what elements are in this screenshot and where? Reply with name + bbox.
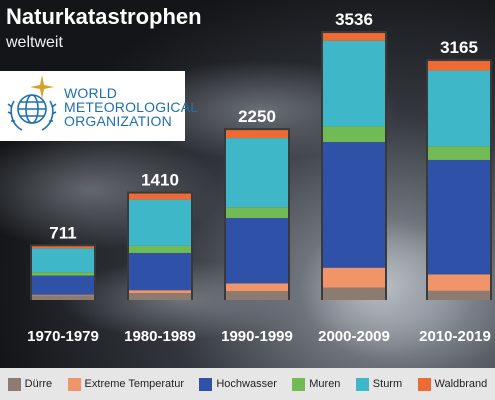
legend-label: Waldbrand	[434, 378, 488, 390]
bar-segment-sturm-1970-1979	[32, 248, 94, 273]
total-label-1990-1999: 2250	[238, 107, 276, 126]
total-label-2010-2019: 3165	[440, 38, 478, 57]
legend-swatch	[417, 377, 431, 391]
bar-segment-extreme-temperatur-2010-2019	[428, 274, 490, 291]
logo-line-3: ORGANIZATION	[64, 113, 172, 129]
legend-swatch	[7, 377, 21, 391]
wmo-emblem-icon	[7, 75, 57, 131]
legend-label: Extreme Temperatur	[84, 378, 184, 390]
legend-swatch	[67, 377, 81, 391]
bar-segment-sturm-1980-1989	[129, 199, 191, 246]
legend-label: Dürre	[24, 378, 53, 390]
bar-segment-hochwasser-2000-2009	[323, 142, 385, 268]
bar-segment-muren-1990-1999	[226, 207, 288, 219]
x-tick-label-2010-2019: 2010-2019	[419, 328, 491, 345]
bar-segment-extreme-temperatur-1990-1999	[226, 283, 288, 292]
legend: Dürre Extreme Temperatur Hochwasser Muren St…	[0, 368, 495, 400]
bar-segment-d-rre-1990-1999	[226, 291, 288, 300]
chart-title: Naturkatastrophen	[6, 4, 202, 29]
bar-segment-extreme-temperatur-1980-1989	[129, 290, 191, 294]
bar-segment-muren-2000-2009	[323, 126, 385, 143]
legend-item-hochwasser: Hochwasser	[199, 377, 277, 391]
total-label-1970-1979: 711	[49, 223, 76, 242]
logo-line-2: METEOROLOGICAL	[64, 99, 199, 115]
legend-label: Hochwasser	[216, 378, 277, 390]
bar-segment-muren-1980-1989	[129, 245, 191, 253]
bar-segment-hochwasser-2010-2019	[428, 159, 490, 275]
bar-segment-sturm-1990-1999	[226, 138, 288, 208]
wmo-logo: WORLD METEOROLOGICAL ORGANIZATION	[0, 71, 198, 141]
bar-segment-sturm-2000-2009	[323, 40, 385, 127]
bar-segment-sturm-2010-2019	[428, 70, 490, 147]
legend-item-d-rre: Dürre	[7, 377, 53, 391]
bar-segment-muren-2010-2019	[428, 146, 490, 160]
bar-segment-waldbrand-1990-1999	[226, 130, 288, 139]
bar-segment-hochwasser-1970-1979	[32, 275, 94, 295]
wmo-logo-text: WORLD METEOROLOGICAL ORGANIZATION	[64, 86, 198, 128]
bar-segment-muren-1970-1979	[32, 272, 94, 276]
legend-item-muren: Muren	[292, 377, 341, 391]
x-tick-label-1990-1999: 1990-1999	[221, 328, 293, 345]
bar-segment-waldbrand-1970-1979	[32, 246, 94, 249]
legend-swatch	[355, 377, 369, 391]
bar-segment-d-rre-2000-2009	[323, 287, 385, 300]
legend-label: Sturm	[372, 378, 403, 390]
bar-segment-extreme-temperatur-1970-1979	[32, 294, 94, 296]
total-label-1980-1989: 1410	[141, 171, 179, 190]
legend-item-waldbrand: Waldbrand	[417, 377, 488, 391]
legend-swatch	[199, 377, 213, 391]
x-tick-label-1980-1989: 1980-1989	[124, 328, 196, 345]
bar-segment-hochwasser-1980-1989	[129, 252, 191, 291]
legend-item-extreme-temperatur: Extreme Temperatur	[67, 377, 184, 391]
bar-segment-hochwasser-1990-1999	[226, 218, 288, 284]
x-tick-label-1970-1979: 1970-1979	[27, 328, 99, 345]
legend-label: Muren	[309, 378, 341, 390]
bar-segment-waldbrand-2000-2009	[323, 33, 385, 41]
legend-swatch	[292, 377, 306, 391]
chart-subtitle: weltweit	[6, 34, 63, 51]
logo-line-1: WORLD	[64, 85, 118, 101]
total-label-2000-2009: 3536	[335, 10, 373, 29]
x-tick-label-2000-2009: 2000-2009	[318, 328, 390, 345]
bar-segment-waldbrand-2010-2019	[428, 61, 490, 71]
bar-segment-d-rre-1980-1989	[129, 293, 191, 300]
bar-segment-d-rre-2010-2019	[428, 290, 490, 300]
legend-item-sturm: Sturm	[355, 377, 403, 391]
bar-segment-extreme-temperatur-2000-2009	[323, 267, 385, 288]
bar-segment-d-rre-1970-1979	[32, 295, 94, 300]
bar-segment-waldbrand-1980-1989	[129, 193, 191, 200]
